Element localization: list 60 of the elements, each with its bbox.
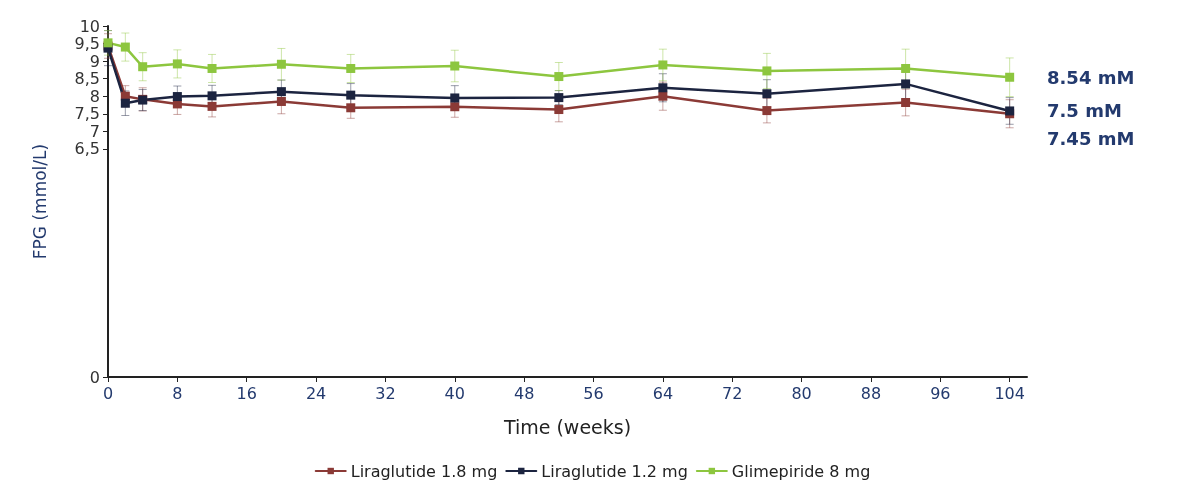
point xyxy=(901,63,911,73)
y-tick-label: 8,5 xyxy=(74,69,100,89)
y-tick-label: 6,5 xyxy=(74,139,100,159)
x-tick-label: 88 xyxy=(860,383,882,403)
point xyxy=(901,98,911,108)
x-tick-label: 0 xyxy=(102,383,114,403)
point xyxy=(276,59,286,69)
y-tick-label: 9 xyxy=(89,51,100,71)
x-tick-label: 96 xyxy=(930,383,951,403)
text: 8.54 mM xyxy=(1047,66,1135,88)
point xyxy=(207,91,217,101)
text: 7.45 mM xyxy=(1047,128,1135,150)
legend-label: Liraglutide 1.2 mg xyxy=(541,461,688,481)
y-tick-label: 7,5 xyxy=(74,104,100,124)
point xyxy=(207,63,217,73)
x-tick-label: 16 xyxy=(236,383,257,403)
x-tick-label: 48 xyxy=(513,383,535,403)
legend-label: Liraglutide 1.8 mg xyxy=(350,461,498,481)
point xyxy=(346,103,356,113)
point xyxy=(172,92,182,102)
point xyxy=(450,61,460,71)
text: 7.5 mM xyxy=(1047,100,1122,122)
x-tick-label: 104 xyxy=(994,383,1025,403)
point xyxy=(901,79,911,89)
legend-label: Glimepiride 8 mg xyxy=(731,461,871,481)
x-tick-label: 32 xyxy=(375,383,396,403)
point xyxy=(450,102,460,112)
point xyxy=(120,42,130,52)
point xyxy=(120,98,130,108)
point xyxy=(658,83,668,93)
point xyxy=(450,93,460,103)
x-tick-label: 24 xyxy=(305,383,327,403)
x-tick-label: 56 xyxy=(583,383,604,403)
x-tick-label: 80 xyxy=(791,383,812,403)
point xyxy=(207,101,217,111)
point xyxy=(346,63,356,73)
point xyxy=(762,106,772,116)
point xyxy=(1005,72,1015,82)
y-tick-label: 0 xyxy=(89,367,100,387)
x-tick-label: 8 xyxy=(172,383,183,403)
x-tick-label: 40 xyxy=(444,383,465,403)
x-tick-label: 64 xyxy=(652,383,674,403)
point xyxy=(346,90,356,100)
y-tick-label: 8 xyxy=(89,86,100,106)
y-tick-label: 10 xyxy=(79,16,100,36)
x-tick-label: 72 xyxy=(722,383,743,403)
y-axis-title: FPG (mmol/L) xyxy=(29,143,50,260)
point xyxy=(762,66,772,76)
x-axis-title: Time (weeks) xyxy=(502,415,632,438)
point xyxy=(276,96,286,106)
point xyxy=(762,89,772,99)
y-tick-label: 7 xyxy=(89,121,100,141)
point xyxy=(138,62,148,72)
point xyxy=(276,87,286,97)
point xyxy=(554,72,564,82)
point xyxy=(658,60,668,70)
point xyxy=(554,105,564,115)
point xyxy=(658,91,668,101)
point xyxy=(172,59,182,69)
y-tick-label: 9,5 xyxy=(74,34,100,54)
